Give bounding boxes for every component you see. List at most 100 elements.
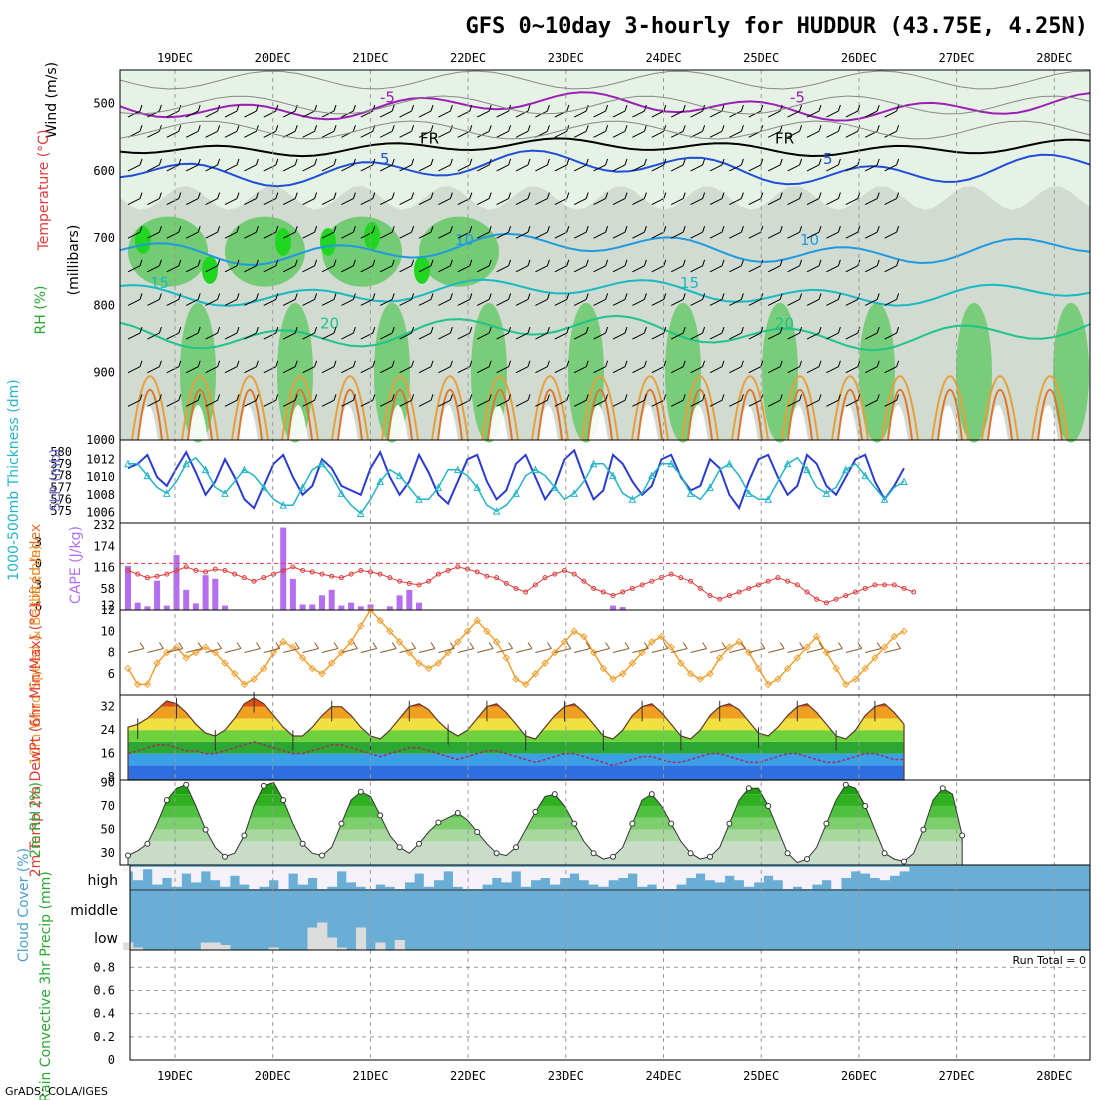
wind-point — [192, 648, 200, 657]
x-tick-bottom: 24DEC — [645, 1069, 681, 1083]
wind-barb — [321, 332, 335, 340]
wind-barb — [127, 299, 141, 306]
wind-barb-flag — [294, 326, 298, 334]
wind-point — [570, 627, 578, 635]
cape-bar — [396, 595, 403, 610]
temp-band — [128, 730, 904, 742]
slp-thickness-panel — [124, 448, 908, 517]
wind-barb — [302, 265, 315, 273]
wind-point — [764, 680, 772, 689]
high-clear — [889, 867, 900, 876]
wind-barb-flag — [508, 293, 512, 300]
high-clear — [646, 867, 658, 885]
wind-barb — [573, 164, 587, 172]
wind-barb — [806, 110, 820, 118]
rh-point — [648, 791, 655, 798]
wind-barb — [864, 110, 878, 118]
slp-tick: 1006 — [86, 506, 115, 520]
thickness-marker — [415, 495, 423, 503]
bl-contour — [131, 375, 169, 441]
li-point — [775, 575, 781, 581]
li-point — [736, 589, 742, 595]
wind-barb — [205, 332, 218, 340]
wind-barb-flag — [624, 360, 628, 367]
wind-barb — [418, 110, 432, 118]
wind-barb-flag — [643, 125, 647, 132]
wind-barb-flag — [236, 326, 240, 334]
wind-barb — [205, 110, 218, 118]
cloud-level-middle: middle — [70, 903, 118, 919]
li-point — [338, 575, 344, 581]
wind-barb-flag — [255, 226, 259, 233]
wind-barb — [806, 366, 820, 374]
wind-barb-flag — [430, 259, 434, 266]
bl-contour — [587, 388, 613, 441]
low-clear — [326, 937, 338, 950]
wind-point — [512, 675, 520, 683]
wind-barb — [224, 265, 238, 273]
wind-barb — [127, 366, 141, 374]
high-clear — [278, 867, 289, 889]
surface-barb-flag — [818, 642, 824, 649]
wind-barb-flag — [430, 125, 434, 132]
wind-barb-flag — [546, 394, 550, 401]
wind-barb-flag — [896, 125, 900, 132]
pressure-tick: 900 — [93, 366, 115, 380]
li-point — [823, 600, 829, 606]
wind-barb — [166, 164, 180, 172]
wind-barb — [535, 198, 548, 205]
high-clear — [899, 867, 910, 872]
wind-point — [473, 616, 481, 625]
high-clear — [443, 867, 454, 872]
wind-barb-flag — [430, 293, 434, 300]
dry-column — [538, 405, 558, 440]
wind-barb-flag — [721, 360, 725, 367]
wind-barb — [166, 366, 180, 374]
wind-barb-flag — [682, 326, 686, 334]
li-point — [135, 571, 141, 577]
wind-barb-flag — [760, 293, 764, 300]
surface-barb — [535, 648, 552, 653]
wind-barb — [438, 399, 451, 407]
wind-barb — [302, 130, 315, 138]
wind-barb-flag — [275, 326, 279, 334]
wind-barb-flag — [876, 259, 880, 266]
temp-tick: 16 — [101, 747, 115, 761]
wind-barb-flag — [178, 104, 182, 112]
wind-barb — [767, 399, 781, 407]
wind-barb — [438, 265, 451, 273]
wind-barb — [341, 265, 354, 273]
thickness-marker — [337, 489, 346, 497]
wind-barb-flag — [508, 192, 512, 199]
wind-barb — [244, 164, 257, 172]
wind-barb — [476, 231, 490, 239]
wind-barb — [632, 231, 645, 239]
rh-point — [163, 797, 170, 804]
wind-barb-flag — [585, 104, 589, 112]
wind-barb-flag — [527, 104, 531, 112]
wind-barb-flag — [255, 158, 259, 166]
wind-barb — [302, 332, 315, 340]
rh-point — [551, 791, 558, 798]
wind-barb-flag — [158, 394, 162, 401]
wind-barb — [709, 231, 723, 239]
wind-barb — [767, 265, 781, 273]
wind-point — [618, 670, 627, 678]
wind-barb — [127, 332, 141, 340]
wind-barb — [205, 399, 218, 407]
wind-barb-flag — [391, 326, 395, 334]
surface-barb — [768, 648, 785, 653]
wind-barb-flag — [352, 158, 356, 166]
wind-barb-flag — [294, 192, 298, 199]
surface-barb — [826, 648, 843, 653]
wind-barb-flag — [702, 192, 706, 199]
wind-barb-flag — [488, 226, 492, 233]
wind-barb-flag — [682, 125, 686, 132]
li-point — [862, 585, 868, 591]
wind-barb-flag — [391, 192, 395, 199]
wind-barb-flag — [799, 226, 803, 233]
wind-barb-flag — [546, 360, 550, 367]
wind-barb-flag — [139, 226, 143, 233]
high-clear — [200, 867, 211, 872]
wind-barb-flag — [837, 360, 841, 367]
